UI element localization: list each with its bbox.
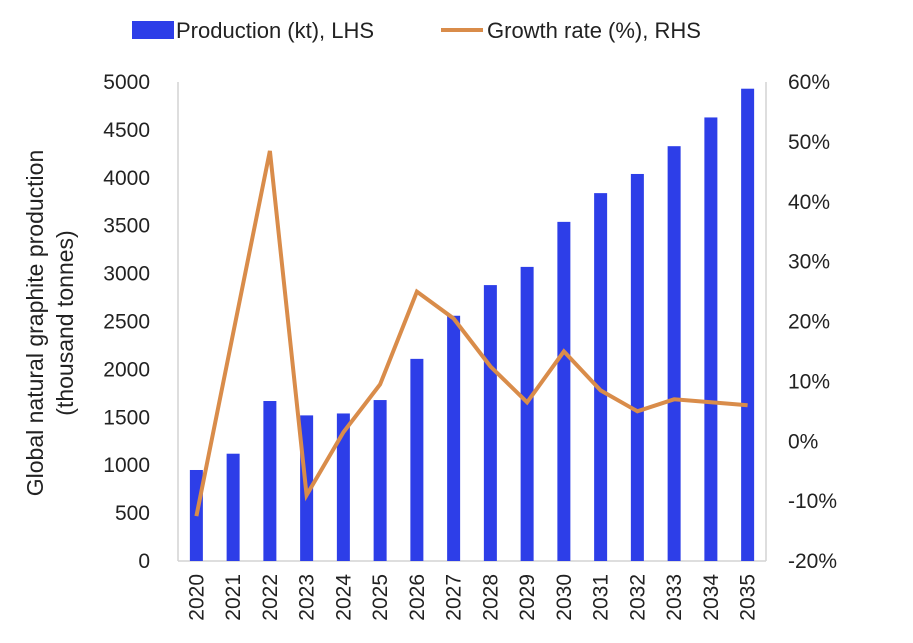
bars (189, 88, 755, 562)
production-bar (704, 117, 718, 562)
x-axis-ticks: 2020 2021 2022 2023 2024 2025 2026 2027 2028 2029… (185, 574, 759, 621)
production-bar (594, 193, 608, 562)
x-tick-label: 2029 (516, 574, 539, 621)
legend-label-growth: Growth rate (%), RHS (487, 18, 701, 43)
x-tick-label: 2033 (663, 574, 686, 621)
production-bar (667, 146, 681, 561)
left-tick-label: 1500 (103, 406, 150, 429)
x-tick-label: 2024 (332, 574, 355, 621)
legend-label-production: Production (kt), LHS (176, 18, 374, 43)
production-bar (226, 453, 240, 561)
right-tick-label: 50% (788, 131, 830, 154)
x-tick-label: 2026 (406, 574, 429, 621)
right-tick-label: -20% (788, 550, 837, 573)
right-tick-label: 0% (788, 430, 818, 453)
right-axis-ticks: -20% -10% 0% 10% 20% 30% 40% 50% 60% (788, 71, 837, 573)
legend-swatch-production (132, 21, 174, 39)
x-tick-label: 2034 (700, 574, 723, 621)
x-tick-label: 2030 (553, 574, 576, 621)
right-tick-label: 40% (788, 191, 830, 214)
x-tick-label: 2032 (626, 574, 649, 621)
x-tick-label: 2035 (737, 574, 760, 621)
right-tick-label: -10% (788, 490, 837, 513)
x-tick-label: 2027 (443, 574, 466, 621)
left-tick-label: 0 (138, 550, 150, 573)
legend: Production (kt), LHS Growth rate (%), RH… (132, 18, 701, 43)
left-axis-ticks: 0 500 1000 1500 2000 2500 3000 3500 4000 4500 5000 (103, 71, 150, 573)
right-tick-label: 60% (788, 71, 830, 94)
right-tick-label: 30% (788, 251, 830, 274)
production-bar (263, 401, 277, 561)
left-tick-label: 5000 (103, 71, 150, 94)
growth-rate-line (194, 150, 748, 517)
x-tick-label: 2022 (259, 574, 282, 621)
right-tick-label: 10% (788, 370, 830, 393)
production-bar (373, 400, 387, 561)
production-bar (447, 315, 461, 561)
y-axis-title: Global natural graphite production (thou… (22, 150, 78, 497)
x-tick-label: 2021 (222, 574, 245, 621)
left-tick-label: 2000 (103, 358, 150, 381)
left-tick-label: 4000 (103, 167, 150, 190)
x-tick-label: 2031 (590, 574, 613, 621)
growth-line-layer (194, 150, 748, 517)
y-axis-title-line1: Global natural graphite production (22, 150, 48, 497)
left-tick-label: 1000 (103, 454, 150, 477)
x-tick-label: 2025 (369, 574, 392, 621)
left-tick-label: 500 (115, 502, 150, 525)
production-bar (520, 266, 534, 561)
production-bar (336, 413, 350, 561)
y-axis-title-line2: (thousand tonnes) (52, 230, 78, 415)
left-tick-label: 4500 (103, 119, 150, 142)
production-bar (557, 221, 571, 562)
right-tick-label: 20% (788, 311, 830, 334)
left-tick-label: 2500 (103, 311, 150, 334)
left-tick-label: 3000 (103, 263, 150, 286)
x-tick-label: 2020 (185, 574, 208, 621)
x-tick-label: 2023 (296, 574, 319, 621)
production-bar (483, 285, 497, 561)
x-tick-label: 2028 (479, 574, 502, 621)
production-bar (741, 88, 755, 562)
left-tick-label: 3500 (103, 215, 150, 238)
production-bar (630, 173, 644, 561)
production-bar (410, 358, 424, 561)
